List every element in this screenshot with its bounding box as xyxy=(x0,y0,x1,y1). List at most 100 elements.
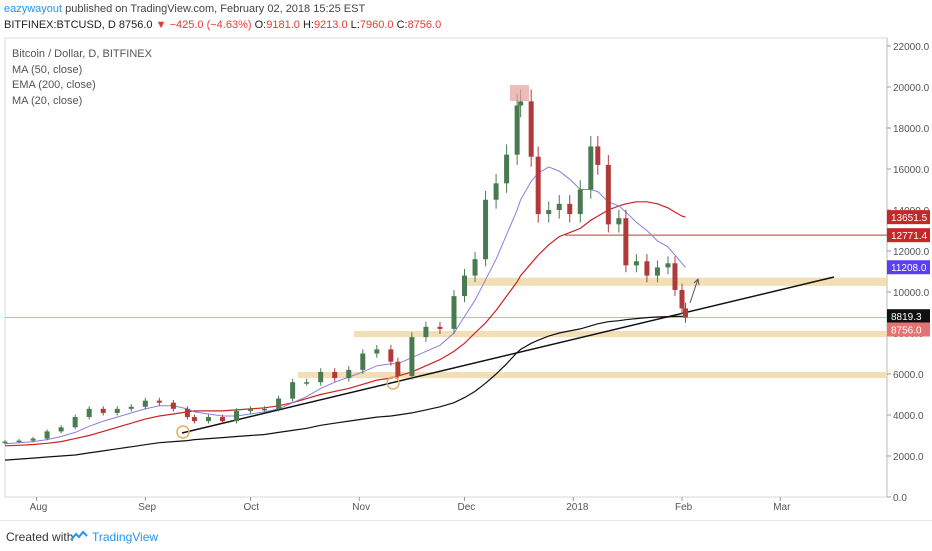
candle-body xyxy=(86,408,92,418)
candle-body xyxy=(672,263,678,290)
chart-legend: Bitcoin / Dollar, D, BITFINEX MA (50, cl… xyxy=(12,47,152,109)
projection-arrow xyxy=(689,278,699,304)
candle-body xyxy=(360,353,366,370)
x-tick-label: 2018 xyxy=(566,502,589,513)
candle-body xyxy=(290,382,296,399)
candle-body xyxy=(142,400,148,407)
y-tick-label: 4000.0 xyxy=(893,411,924,422)
price-label-box xyxy=(887,210,930,225)
low-label: L: xyxy=(350,19,360,31)
tradingview-brand-link[interactable]: TradingView xyxy=(92,530,159,544)
candle-body xyxy=(679,289,685,309)
x-tick-label: Feb xyxy=(675,502,693,513)
candle-body xyxy=(318,371,324,383)
candle-body xyxy=(248,408,254,411)
publish-info: published on TradingView.com, February 0… xyxy=(65,3,366,15)
candle-body xyxy=(567,203,573,215)
price-label-box xyxy=(887,228,930,243)
candle-body xyxy=(423,326,429,338)
low-value: 7960.0 xyxy=(359,19,394,31)
candle-body xyxy=(633,261,639,266)
candle-body xyxy=(556,203,562,210)
y-tick-label: 22000.0 xyxy=(893,42,930,53)
down-arrow-icon: ▼ xyxy=(155,19,167,31)
candle-body xyxy=(451,296,457,329)
last-price: 8756.0 xyxy=(118,19,153,31)
candle-body xyxy=(16,440,22,443)
candle-body xyxy=(546,210,552,215)
candle-body xyxy=(58,427,64,432)
legend-item-ma50[interactable]: MA (50, close) xyxy=(12,63,83,76)
candle-body xyxy=(472,259,478,276)
candle-body xyxy=(219,417,225,422)
candle-body xyxy=(437,326,443,329)
support-zone xyxy=(354,330,887,338)
candle-body xyxy=(518,101,524,106)
candle-body xyxy=(128,406,134,409)
price-label-box xyxy=(887,260,930,275)
legend-item-ema200[interactable]: EMA (200, close) xyxy=(12,79,96,91)
legend-title: Bitcoin / Dollar, D, BITFINEX xyxy=(12,48,152,60)
candle-body xyxy=(528,101,534,157)
price-label: 12771.4 xyxy=(891,231,928,242)
candle-body xyxy=(483,199,489,260)
candle-body xyxy=(2,441,8,444)
candle-body xyxy=(683,308,689,318)
price-label: 8756.0 xyxy=(891,326,922,337)
candle-body xyxy=(114,408,120,413)
created-with-label: Created with xyxy=(6,530,74,544)
y-tick-label: 10000.0 xyxy=(893,288,930,299)
price-label: 13651.5 xyxy=(891,213,928,224)
candle-body xyxy=(44,431,50,439)
candle-body xyxy=(493,183,499,200)
candle-body xyxy=(665,263,671,268)
candle-body xyxy=(205,417,211,422)
tradingview-logo-icon[interactable] xyxy=(70,530,88,542)
candle-body xyxy=(156,400,162,403)
y-tick-label: 20000.0 xyxy=(893,83,930,94)
trend-line xyxy=(181,276,835,434)
price-chart[interactable]: 0.02000.04000.06000.08000.010000.012000.… xyxy=(0,0,932,520)
y-tick-label: 16000.0 xyxy=(893,165,930,176)
author-link[interactable]: eazywayout xyxy=(4,3,63,15)
candle-body xyxy=(72,417,78,428)
candle-body xyxy=(588,146,594,190)
candle-body xyxy=(623,218,629,266)
candle-body xyxy=(170,402,176,409)
candle-body xyxy=(374,349,380,354)
x-tick-label: Nov xyxy=(352,502,370,513)
open-label: O: xyxy=(254,19,267,31)
candle-body xyxy=(262,408,268,411)
y-tick-label: 18000.0 xyxy=(893,124,930,135)
candle-body xyxy=(616,218,622,225)
x-tick-label: Dec xyxy=(458,502,476,513)
touch-circle xyxy=(386,376,400,390)
legend-item-ma20[interactable]: MA (20, close) xyxy=(12,94,83,107)
candle-body xyxy=(395,361,401,377)
candle-body xyxy=(184,408,190,418)
y-tick-label: 12000.0 xyxy=(893,247,930,258)
candle-body xyxy=(605,164,611,225)
candle-body xyxy=(304,382,310,384)
candle-body xyxy=(346,369,352,379)
symbol-label: BITFINEX:BTCUSD, D xyxy=(4,19,116,31)
high-value: 9213.0 xyxy=(313,19,348,31)
y-tick-label: 0.0 xyxy=(893,493,907,504)
candle-body xyxy=(654,267,660,276)
y-tick-label: 2000.0 xyxy=(893,452,924,463)
close-label: C: xyxy=(396,19,408,31)
price-change: −425.0 (−4.63%) xyxy=(169,19,252,31)
open-value: 9181.0 xyxy=(266,19,300,31)
price-label: 8819.3 xyxy=(891,312,922,323)
footer-bar: Created with TradingView xyxy=(0,520,932,551)
candle-body xyxy=(535,156,541,215)
candle-body xyxy=(276,398,282,409)
x-tick-label: Aug xyxy=(30,502,48,513)
close-value: 8756.0 xyxy=(407,19,442,31)
candle-body xyxy=(595,146,601,165)
price-label-box xyxy=(887,322,930,337)
ohlc-header: BITFINEX:BTCUSD, D 8756.0 ▼ −425.0 (−4.6… xyxy=(4,19,441,31)
high-label: H: xyxy=(302,19,314,31)
publish-header: eazywayout published on TradingView.com,… xyxy=(4,3,365,15)
candle-body xyxy=(388,349,394,362)
